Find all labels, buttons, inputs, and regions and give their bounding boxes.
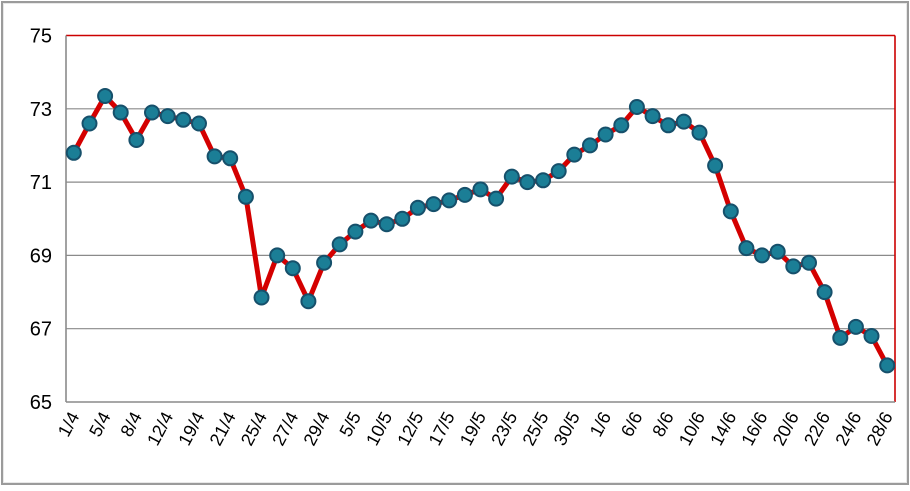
data-point-marker bbox=[128, 132, 145, 148]
data-point-marker bbox=[519, 174, 536, 191]
x-tick-label: 28/6 bbox=[863, 408, 897, 448]
x-tick-label: 14/6 bbox=[706, 408, 740, 448]
data-point-marker bbox=[754, 247, 770, 264]
data-point-marker bbox=[206, 148, 223, 165]
x-tick-label: 20/6 bbox=[769, 408, 803, 448]
data-point-marker bbox=[363, 212, 379, 229]
x-tick-label: 22/6 bbox=[800, 408, 834, 448]
data-point-marker bbox=[175, 111, 192, 128]
data-point-marker bbox=[675, 113, 692, 130]
data-point-marker bbox=[503, 168, 520, 185]
data-point-marker bbox=[269, 247, 286, 264]
x-tick-label: 8/6 bbox=[648, 408, 677, 439]
data-point-marker bbox=[112, 104, 129, 121]
x-tick-label: 10/5 bbox=[362, 408, 396, 448]
x-tick-label: 23/5 bbox=[487, 408, 521, 448]
x-tick-label: 19/4 bbox=[174, 408, 208, 448]
data-point-marker bbox=[550, 163, 567, 180]
data-point-marker bbox=[769, 243, 786, 260]
x-tick-label: 21/4 bbox=[206, 408, 240, 448]
data-point-marker bbox=[738, 240, 755, 257]
x-tick-label: 27/4 bbox=[268, 408, 302, 448]
data-point-marker bbox=[159, 108, 176, 125]
data-point-marker bbox=[425, 196, 442, 213]
x-tick-label: 1/4 bbox=[54, 408, 83, 439]
data-point-marker bbox=[566, 146, 583, 163]
data-point-marker bbox=[660, 117, 677, 134]
data-point-marker bbox=[801, 254, 817, 271]
data-point-marker bbox=[707, 157, 724, 174]
data-point-marker bbox=[785, 258, 802, 275]
x-tick-label: 8/4 bbox=[117, 408, 146, 439]
data-point-marker bbox=[613, 117, 630, 134]
data-point-marker bbox=[253, 289, 270, 306]
x-tick-label: 6/6 bbox=[617, 408, 646, 439]
x-tick-label: 29/4 bbox=[300, 408, 334, 448]
data-point-marker bbox=[644, 108, 661, 125]
data-point-marker bbox=[300, 293, 317, 310]
data-point-marker bbox=[409, 199, 426, 216]
data-point-marker bbox=[582, 137, 598, 154]
y-tick-label: 67 bbox=[30, 319, 52, 341]
data-point-marker bbox=[441, 192, 458, 209]
data-point-marker bbox=[832, 329, 849, 346]
x-tick-label: 5/4 bbox=[85, 408, 114, 439]
x-tick-label: 1/6 bbox=[586, 408, 615, 439]
data-point-marker bbox=[394, 210, 411, 227]
data-point-marker bbox=[191, 115, 207, 132]
x-tick-label: 12/4 bbox=[143, 408, 177, 448]
data-point-marker bbox=[97, 88, 114, 104]
data-point-marker bbox=[691, 124, 708, 141]
y-tick-label: 65 bbox=[30, 392, 52, 414]
x-tick-label: 19/5 bbox=[456, 408, 490, 448]
data-point-marker bbox=[237, 188, 254, 205]
data-point-marker bbox=[316, 254, 333, 271]
data-point-marker bbox=[222, 150, 239, 167]
y-tick-label: 69 bbox=[30, 245, 52, 267]
data-point-marker bbox=[597, 126, 614, 143]
data-point-marker bbox=[347, 223, 364, 240]
data-point-marker bbox=[722, 203, 739, 220]
series-line bbox=[71, 93, 890, 368]
data-point-marker bbox=[847, 318, 864, 335]
data-point-marker bbox=[456, 186, 473, 203]
x-tick-label: 10/6 bbox=[675, 408, 709, 448]
y-tick-label: 73 bbox=[30, 99, 52, 121]
data-point-marker bbox=[863, 328, 880, 344]
data-point-marker bbox=[331, 236, 348, 253]
x-tick-label: 17/5 bbox=[425, 408, 459, 448]
data-point-marker bbox=[488, 190, 505, 207]
x-tick-label: 5/5 bbox=[336, 408, 365, 439]
data-point-marker bbox=[284, 260, 301, 277]
y-tick-label: 71 bbox=[30, 172, 52, 194]
data-point-marker bbox=[535, 172, 552, 189]
x-tick-label: 24/6 bbox=[831, 408, 865, 448]
x-tick-label: 16/6 bbox=[737, 408, 771, 448]
data-point-marker bbox=[65, 144, 82, 161]
y-tick-label: 75 bbox=[30, 26, 52, 48]
data-point-marker bbox=[472, 181, 489, 198]
x-tick-label: 12/5 bbox=[393, 408, 427, 448]
data-point-marker bbox=[628, 99, 645, 115]
x-tick-label: 25/5 bbox=[519, 408, 553, 448]
data-point-marker bbox=[81, 115, 98, 132]
x-tick-label: 25/4 bbox=[237, 408, 271, 448]
data-point-marker bbox=[816, 284, 833, 301]
data-point-marker bbox=[378, 216, 395, 233]
data-point-marker bbox=[879, 357, 896, 374]
data-point-marker bbox=[144, 104, 160, 121]
x-tick-label: 30/5 bbox=[550, 408, 584, 448]
